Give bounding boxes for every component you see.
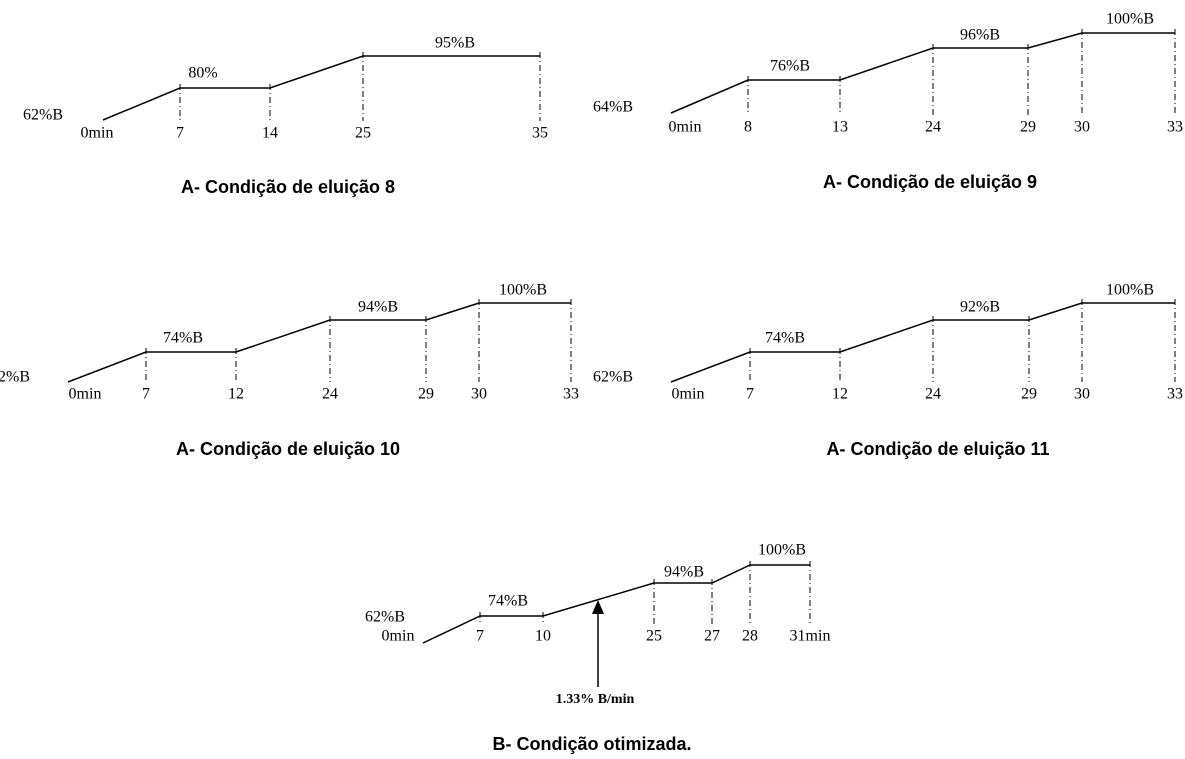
level-label: 100%B [499, 282, 547, 299]
start-time: 0min [69, 386, 102, 403]
time-label: 8 [744, 119, 752, 136]
start-label: 62%B [593, 369, 633, 386]
start-time: 0min [672, 386, 705, 403]
caption: A- Condição de eluição 9 [823, 172, 1037, 192]
time-label: 25 [646, 628, 662, 645]
annotation: 1.33% B/min [556, 692, 635, 707]
time-label: 33 [1167, 119, 1183, 136]
level-label: 74%B [765, 330, 805, 347]
time-label: 28 [742, 628, 758, 645]
level-label: 76%B [770, 58, 810, 75]
time-label: 7 [176, 125, 184, 142]
time-label: 12 [832, 386, 848, 403]
time-label: 33 [563, 386, 579, 403]
time-label: 29 [1020, 119, 1036, 136]
time-label: 12 [228, 386, 244, 403]
level-label: 100%B [1106, 11, 1154, 28]
start-label: 62%B [23, 107, 63, 124]
level-label: 80% [188, 65, 217, 82]
time-label: 24 [322, 386, 338, 403]
caption: B- Condição otimizada. [492, 734, 691, 754]
time-label: 24 [925, 386, 941, 403]
gradient-line [67, 302, 571, 383]
gradient-line [102, 55, 540, 121]
level-label: 92%B [960, 299, 1000, 316]
level-label: 74%B [488, 593, 528, 610]
start-time: 0min [669, 119, 702, 136]
time-label: 27 [704, 628, 720, 645]
start-label: 64%B [593, 99, 633, 116]
time-label: 35 [532, 125, 548, 142]
caption: A- Condição de eluição 10 [176, 439, 400, 459]
gradient-line [670, 32, 1175, 114]
time-label: 13 [832, 119, 848, 136]
time-label: 7 [142, 386, 150, 403]
time-label: 29 [418, 386, 434, 403]
start-label: 62%B [0, 369, 30, 386]
arrow-head [592, 600, 604, 614]
time-label: 10 [535, 628, 551, 645]
gradient-line [670, 302, 1175, 383]
start-time: 0min [382, 628, 415, 645]
level-label: 74%B [163, 330, 203, 347]
time-label: 33 [1167, 386, 1183, 403]
level-label: 100%B [758, 542, 806, 559]
time-label: 30 [1074, 386, 1090, 403]
caption: A- Condição de eluição 11 [826, 439, 1049, 459]
level-label: 96%B [960, 27, 1000, 44]
time-label: 30 [471, 386, 487, 403]
caption: A- Condição de eluição 8 [181, 177, 395, 197]
level-label: 95%B [435, 35, 475, 52]
level-label: 94%B [664, 564, 704, 581]
start-label: 62%B [365, 609, 405, 626]
time-label: 24 [925, 119, 941, 136]
time-label: 7 [746, 386, 754, 403]
time-label: 31min [790, 628, 831, 645]
time-label: 29 [1021, 386, 1037, 403]
level-label: 94%B [358, 299, 398, 316]
start-time: 0min [81, 125, 114, 142]
level-label: 100%B [1106, 282, 1154, 299]
time-label: 30 [1074, 119, 1090, 136]
time-label: 25 [355, 125, 371, 142]
time-label: 14 [262, 125, 278, 142]
time-label: 7 [476, 628, 484, 645]
